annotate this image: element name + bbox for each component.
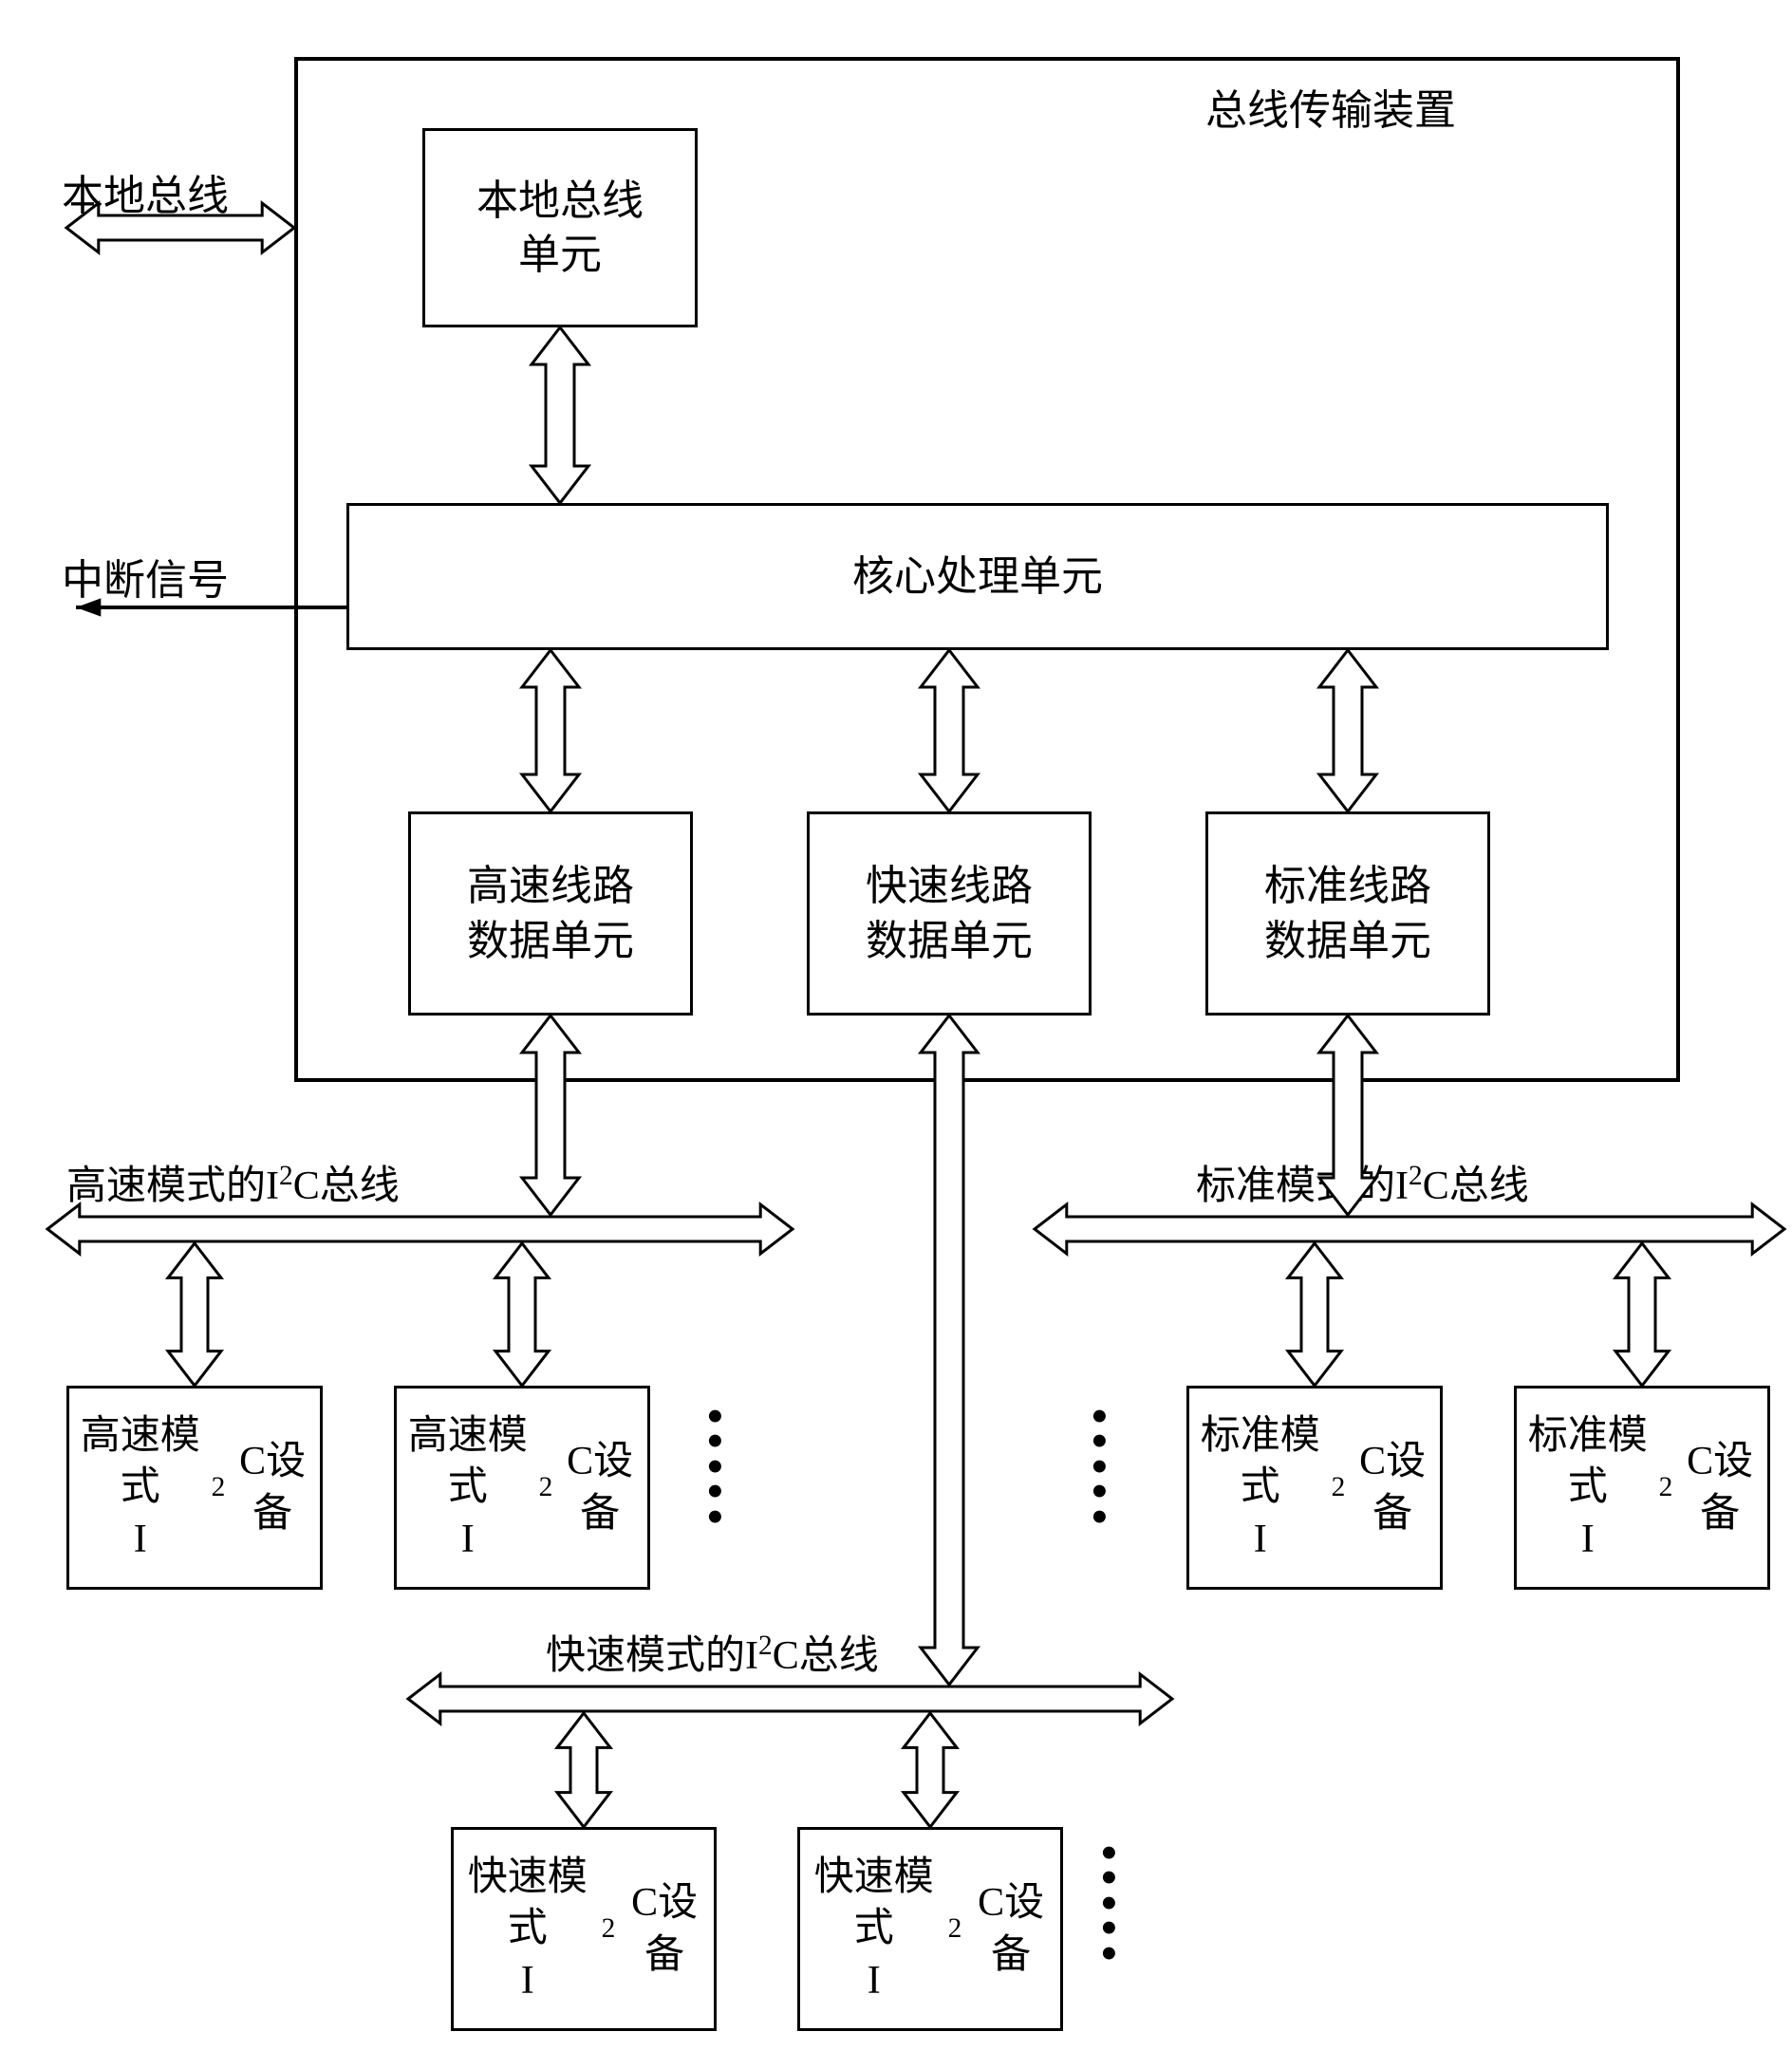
label-hs_bus_label: 高速模式的I2C总线 [66,1153,400,1211]
bidir-arrow-fs_bus [408,1674,1172,1724]
ellipsis-e3: ••••• [1101,1841,1117,1966]
bidir-arrow-fs_dev1_conn [557,1713,610,1827]
node-fs_data_unit: 快速线路数据单元 [807,811,1092,1016]
bidir-arrow-hs_dev2_conn [495,1243,549,1386]
node-std_dev1: 标准模式I2C设备 [1186,1386,1443,1590]
bidir-arrow-fs_dev2_conn [904,1713,957,1827]
label-std_bus_label: 标准模式的I2C总线 [1196,1153,1529,1211]
node-fs_dev2: 快速模式I2C设备 [797,1827,1063,2031]
label-fs_bus_label: 快速模式的I2C总线 [546,1623,879,1681]
node-local_bus_unit: 本地总线单元 [422,128,698,327]
bidir-arrow-std_bus [1035,1204,1784,1254]
label-local_bus_label: 本地总线 [62,161,229,222]
bidir-arrow-hs_bus [47,1204,793,1254]
container-title: 总线传输装置 [1205,76,1456,137]
bus-diagram: 总线传输装置本地总线单元核心处理单元高速线路数据单元快速线路数据单元标准线路数据… [19,19,1792,2050]
node-hs_dev1: 高速模式I2C设备 [66,1386,323,1590]
ellipsis-e2: ••••• [1092,1405,1108,1530]
node-hs_dev2: 高速模式I2C设备 [394,1386,650,1590]
ellipsis-e1: ••••• [707,1405,723,1530]
node-std_data_unit: 标准线路数据单元 [1205,811,1490,1016]
node-std_dev2: 标准模式I2C设备 [1514,1386,1770,1590]
bidir-arrow-std_dev2_conn [1615,1243,1669,1386]
bidir-arrow-fs_unit_to_bus [921,1016,978,1685]
bidir-arrow-std_dev1_conn [1288,1243,1341,1386]
node-core_unit: 核心处理单元 [346,503,1609,650]
label-interrupt_label: 中断信号 [62,546,229,606]
node-hs_data_unit: 高速线路数据单元 [408,811,693,1016]
bidir-arrow-hs_dev1_conn [168,1243,221,1386]
node-fs_dev1: 快速模式I2C设备 [451,1827,717,2031]
